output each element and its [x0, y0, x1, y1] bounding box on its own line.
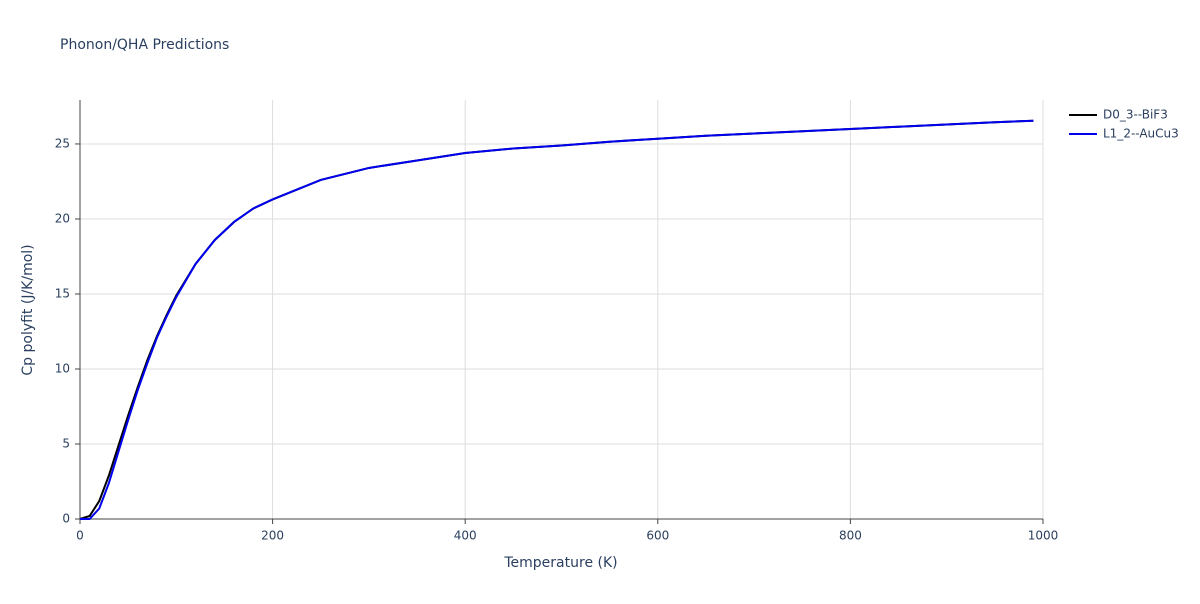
y-tick-label: 0 — [62, 512, 70, 526]
y-tick-label: 15 — [55, 286, 70, 300]
chart-title: Phonon/QHA Predictions — [60, 37, 229, 53]
x-axis-title: Temperature (K) — [503, 555, 617, 571]
x-tick-label: 1000 — [1028, 529, 1059, 543]
line-series — [79, 119, 1034, 520]
x-tick-label: 200 — [261, 529, 284, 543]
x-tick-label: 600 — [646, 529, 669, 543]
y-tick-label: 20 — [55, 211, 70, 225]
y-tick-label: 5 — [62, 436, 70, 450]
x-tick-label: 400 — [454, 529, 477, 543]
legend-label: L1_2--AuCu3 — [1103, 127, 1179, 141]
y-axis-title: Cp polyfit (J/K/mol) — [20, 244, 36, 375]
y-tick-label: 10 — [55, 361, 70, 375]
x-tick-label: 0 — [76, 529, 84, 543]
x-tick-label: 800 — [839, 529, 862, 543]
line-series — [80, 119, 1034, 520]
y-tick-label: 25 — [55, 136, 70, 150]
legend-label: D0_3--BiF3 — [1103, 108, 1168, 122]
